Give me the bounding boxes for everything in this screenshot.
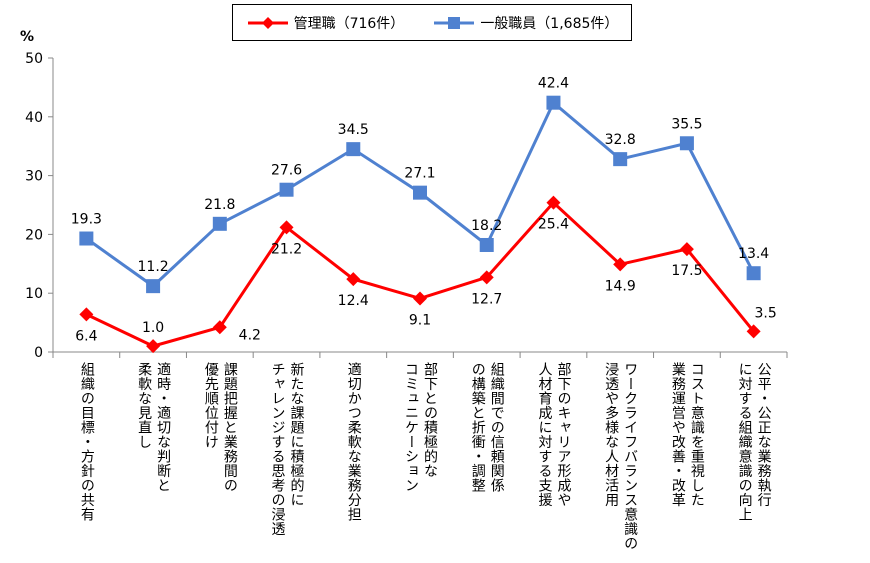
data-point	[346, 142, 361, 157]
data-label: 35.5	[671, 116, 702, 132]
data-point	[613, 152, 628, 167]
legend-label-staff: 一般職員（1,685件）	[480, 15, 619, 32]
y-tick-label: 30	[25, 169, 43, 185]
data-label: 11.2	[138, 259, 169, 275]
y-tick-label: 0	[34, 345, 43, 361]
data-point	[279, 220, 294, 235]
data-label: 27.6	[271, 163, 302, 179]
data-point	[212, 320, 227, 335]
x-tick-label: 部下との積極的な コミュニケーション	[403, 362, 438, 493]
data-label: 13.4	[738, 246, 769, 262]
data-point	[746, 266, 761, 281]
x-tick-label: 新たな課題に積極的に チャレンジする思考の浸透	[269, 362, 305, 536]
data-label: 19.3	[71, 212, 102, 228]
legend-marker-staff	[434, 16, 475, 29]
data-label: 27.1	[404, 166, 435, 182]
x-tick-label: 公平・公正な業務執行 に対する組織意識の向上	[736, 362, 772, 522]
legend-item-managers: 管理職（716件）	[246, 13, 405, 33]
data-point	[146, 279, 161, 294]
data-point	[479, 237, 494, 252]
data-label: 42.4	[538, 76, 569, 92]
y-tick-label: 10	[25, 286, 43, 302]
data-point	[346, 272, 361, 287]
data-label: 21.8	[204, 197, 235, 213]
data-point	[413, 185, 427, 200]
data-label: 3.5	[755, 305, 777, 321]
data-point	[79, 307, 94, 322]
legend-marker-managers	[247, 16, 288, 29]
data-label: 1.0	[142, 320, 164, 336]
data-label: 17.5	[671, 263, 702, 279]
data-label: 14.9	[605, 278, 636, 294]
data-label: 12.4	[338, 293, 369, 309]
x-tick-label: ワークライフバランス意識の 浸透や多様な人材活用	[603, 362, 639, 551]
y-tick-label: 50	[25, 51, 43, 67]
data-label: 4.2	[239, 327, 261, 343]
data-point	[79, 231, 94, 246]
y-axis-title: %	[20, 29, 34, 45]
legend-item-staff: 一般職員（1,685件）	[432, 13, 618, 33]
data-label: 25.4	[538, 217, 569, 233]
data-point	[479, 270, 494, 285]
data-label: 18.2	[471, 218, 502, 234]
data-label: 34.5	[338, 122, 369, 138]
data-point	[679, 136, 694, 151]
y-tick-label: 20	[25, 227, 43, 243]
data-point	[279, 182, 294, 197]
x-tick-label: 部下のキャリア形成や 人材育成に対する支援	[536, 362, 572, 507]
data-point	[212, 216, 227, 231]
data-point	[746, 324, 761, 339]
y-tick-label: 40	[25, 110, 43, 126]
data-point	[546, 195, 561, 210]
data-point	[613, 257, 628, 272]
data-point	[146, 339, 161, 354]
x-tick-label: 組織間での信頼関係 の構築と折衝・調整	[469, 362, 505, 493]
data-label: 32.8	[605, 132, 636, 148]
x-tick-label: 組織の目標・方針の共有	[78, 362, 95, 522]
data-label: 6.4	[75, 328, 97, 344]
data-point	[546, 95, 561, 110]
x-tick-label: 適時・適切な判断と 柔軟な見直し	[136, 362, 172, 493]
legend: 管理職（716件） 一般職員（1,685件）	[232, 4, 632, 41]
data-label: 21.2	[271, 241, 302, 257]
data-label: 9.1	[409, 312, 431, 328]
x-tick-label: コスト意識を重視した 業務運営や改善・改革	[669, 362, 705, 507]
x-tick-label: 課題把握と業務間の 優先順位付け	[202, 362, 238, 493]
data-point	[679, 242, 694, 257]
data-point	[413, 291, 427, 306]
x-tick-label: 適切かつ柔軟な業務分担	[345, 362, 362, 522]
data-label: 12.7	[471, 291, 502, 307]
legend-label-managers: 管理職（716件）	[293, 15, 405, 32]
